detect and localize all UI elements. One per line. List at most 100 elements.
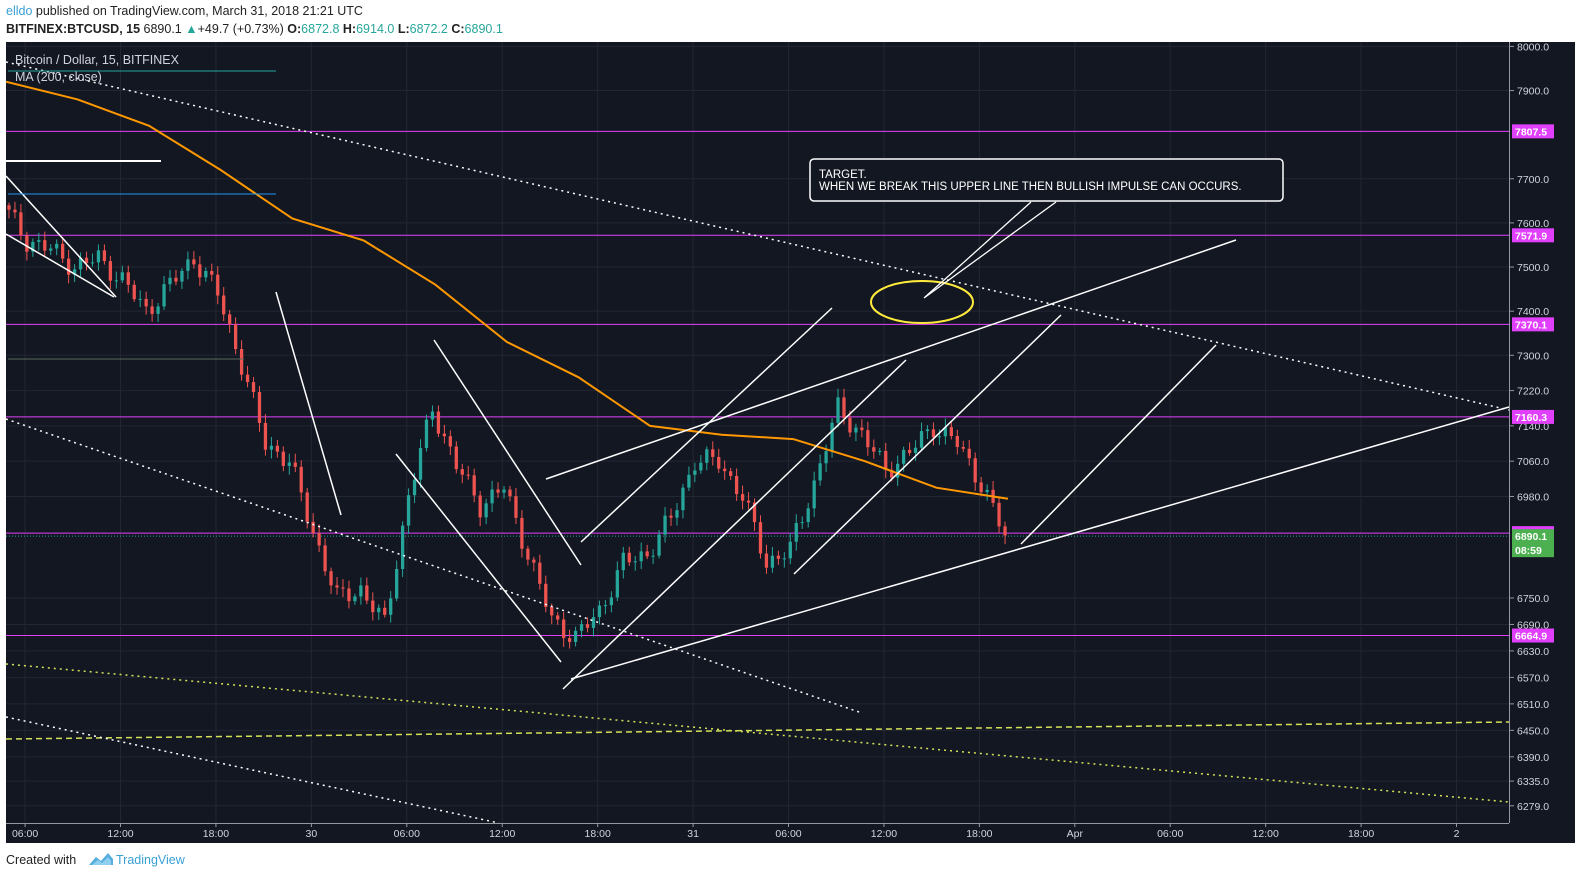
candle-body [573, 630, 578, 642]
high-value: 6914.0 [356, 22, 395, 36]
price-tick-label: 7500.0 [1517, 262, 1549, 274]
price-tick-label: 6750.0 [1517, 593, 1549, 605]
candle-body [204, 270, 208, 278]
candle-body [770, 555, 775, 568]
candle-body [180, 270, 184, 282]
candle-body [13, 209, 17, 213]
candle-body [711, 449, 715, 457]
price-axis-background [1509, 42, 1575, 823]
candle-body [305, 492, 309, 522]
time-tick-label: 31 [687, 828, 699, 840]
candle-body [66, 258, 71, 275]
candle-body [168, 277, 172, 285]
created-with-text: Created with [6, 853, 77, 867]
candle-body [90, 262, 95, 264]
price-tick-label: 7060.0 [1517, 456, 1549, 468]
candle-body [293, 462, 297, 467]
yellow-trendlines [5, 663, 1510, 803]
candle-body [633, 561, 637, 563]
candle-body [824, 451, 828, 464]
candle-body [406, 495, 411, 526]
time-axis[interactable]: 06:00 12:00 18:00 30 06:00 12:00 18:00 31 06:00 1… [6, 823, 1575, 843]
candle-body [156, 306, 160, 314]
tradingview-link[interactable]: TradingView [116, 853, 185, 867]
candle-body [550, 606, 554, 616]
candle-body [663, 515, 667, 535]
author-link[interactable]: elldo [6, 4, 33, 18]
candle-body [776, 555, 781, 559]
candle-body [216, 274, 220, 296]
chart-svg[interactable]: TARGET. WHEN WE BREAK THIS UPPER LINE TH… [5, 41, 1575, 843]
candle-body [43, 240, 47, 251]
target-callout[interactable]: TARGET. WHEN WE BREAK THIS UPPER LINE TH… [809, 158, 1284, 202]
rising-line-1 [562, 359, 907, 690]
chart-header: elldo published on TradingView.com, Marc… [0, 0, 1582, 42]
tradingview-logo-icon[interactable] [88, 851, 114, 867]
ma-200-line [5, 80, 1009, 500]
candle-body [198, 264, 202, 278]
callout-line-1: TARGET. [819, 169, 867, 181]
symbol-label: BITFINEX:BTCUSD, 15 [6, 22, 141, 36]
candle-body [681, 487, 685, 511]
candle-body [979, 482, 983, 493]
candle-body [901, 449, 906, 464]
price-tick-label: 6450.0 [1517, 725, 1549, 737]
price-tick-label: 6980.0 [1517, 491, 1549, 503]
price-tick-label: 6279.0 [1517, 801, 1549, 813]
candle-body [657, 534, 661, 556]
candle-body [31, 241, 35, 252]
candle-body [579, 624, 584, 631]
candle-body [556, 615, 560, 620]
candle-body [627, 552, 631, 563]
candle-body [907, 449, 912, 453]
candle-body [830, 422, 834, 452]
candle-body [651, 555, 655, 557]
drop-channel-upper [433, 339, 582, 566]
main-support-line [570, 406, 1510, 680]
time-tick-label: 30 [306, 828, 318, 840]
candle-body [848, 417, 852, 433]
candle-body [609, 597, 614, 606]
channel-line-2 [5, 233, 115, 298]
low-value: 6872.2 [409, 22, 448, 36]
price-tick-label: 6570.0 [1517, 672, 1549, 684]
candle-body [359, 585, 363, 597]
legend-title: Bitcoin / Dollar, 15, BITFINEX [15, 53, 180, 67]
open-label: O: [287, 22, 302, 36]
candle-body [466, 474, 470, 476]
candle-body [108, 261, 113, 281]
candle-body [174, 277, 178, 282]
candle-body [472, 475, 476, 496]
candle-body [496, 489, 500, 493]
time-tick-label: 18:00 [1348, 828, 1374, 840]
lower-dotted-trendline [5, 418, 860, 713]
candle-body [317, 533, 321, 546]
price-tick-label: 6690.0 [1517, 619, 1549, 631]
candle-body [239, 349, 244, 375]
yellow-dashed-line [5, 721, 1510, 740]
candle-body [890, 469, 894, 478]
publish-line: elldo published on TradingView.com, Marc… [6, 4, 363, 18]
candle-body [114, 280, 118, 282]
candle-body [723, 468, 727, 472]
price-ticks: 8000.0 7900.0 7700.0 7600.0 7500.0 7400.0 7300… [1509, 41, 1549, 813]
candle-body [7, 205, 11, 210]
price-tick-label: 6390.0 [1517, 752, 1549, 764]
up-arrow-icon: ▲ [185, 22, 198, 36]
target-ellipse [870, 280, 974, 324]
candle-body [281, 451, 285, 466]
price-tick-label: 7700.0 [1517, 174, 1549, 186]
candle-body [919, 431, 924, 448]
price-tick-label: 6510.0 [1517, 699, 1549, 711]
candle-body [913, 447, 918, 453]
candle-body [931, 429, 936, 438]
candle-body [705, 449, 709, 463]
chart-area[interactable]: TARGET. WHEN WE BREAK THIS UPPER LINE TH… [5, 41, 1575, 843]
legend-indicator: MA (200, close) [15, 70, 102, 84]
price-axis[interactable]: 8000.0 7900.0 7700.0 7600.0 7500.0 7400.0 7300… [1509, 41, 1575, 823]
candle-body [19, 212, 23, 236]
candle-body [585, 624, 590, 628]
candle-body [597, 605, 602, 618]
candle-body [263, 422, 268, 450]
candle-body [371, 600, 375, 613]
